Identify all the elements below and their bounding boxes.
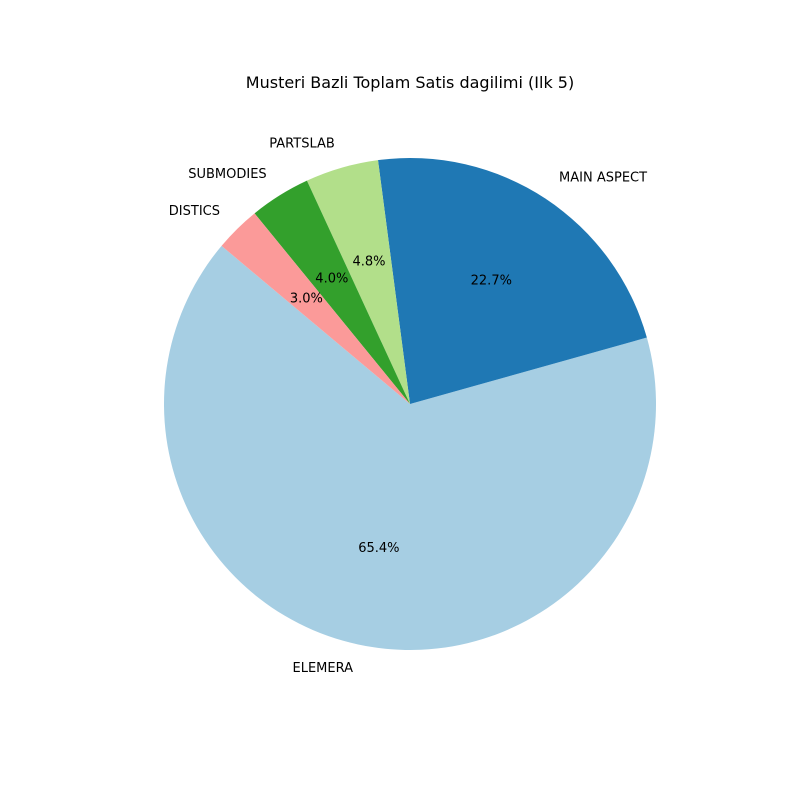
slice-percent-main-aspect: 22.7% xyxy=(471,273,512,288)
slice-percent-distics: 3.0% xyxy=(290,291,323,306)
chart-title: Musteri Bazli Toplam Satis dagilimi (Ilk… xyxy=(246,73,574,92)
pie-slice-distics xyxy=(221,213,410,404)
pie-labels: ELEMERA 65.4% MAIN ASPECT 22.7% PARTSLAB 4.8%… xyxy=(169,137,647,676)
slice-label-partslab: PARTSLAB xyxy=(269,137,335,152)
slice-percent-submodies: 4.0% xyxy=(315,271,348,286)
pie-slices xyxy=(163,158,657,650)
slice-percent-elemera: 65.4% xyxy=(358,541,399,556)
pie-slice-elemera xyxy=(163,245,657,650)
slice-label-distics: DISTICS xyxy=(169,204,220,219)
pie-slice-main-aspect xyxy=(377,158,647,404)
slice-percent-partslab: 4.8% xyxy=(352,255,385,270)
pie-slice-partslab xyxy=(306,160,410,404)
slice-label-elemera: ELEMERA xyxy=(292,661,353,676)
slice-label-main-aspect: MAIN ASPECT xyxy=(559,171,647,186)
slice-label-submodies: SUBMODIES xyxy=(188,167,266,182)
pie-slice-submodies xyxy=(254,180,410,404)
